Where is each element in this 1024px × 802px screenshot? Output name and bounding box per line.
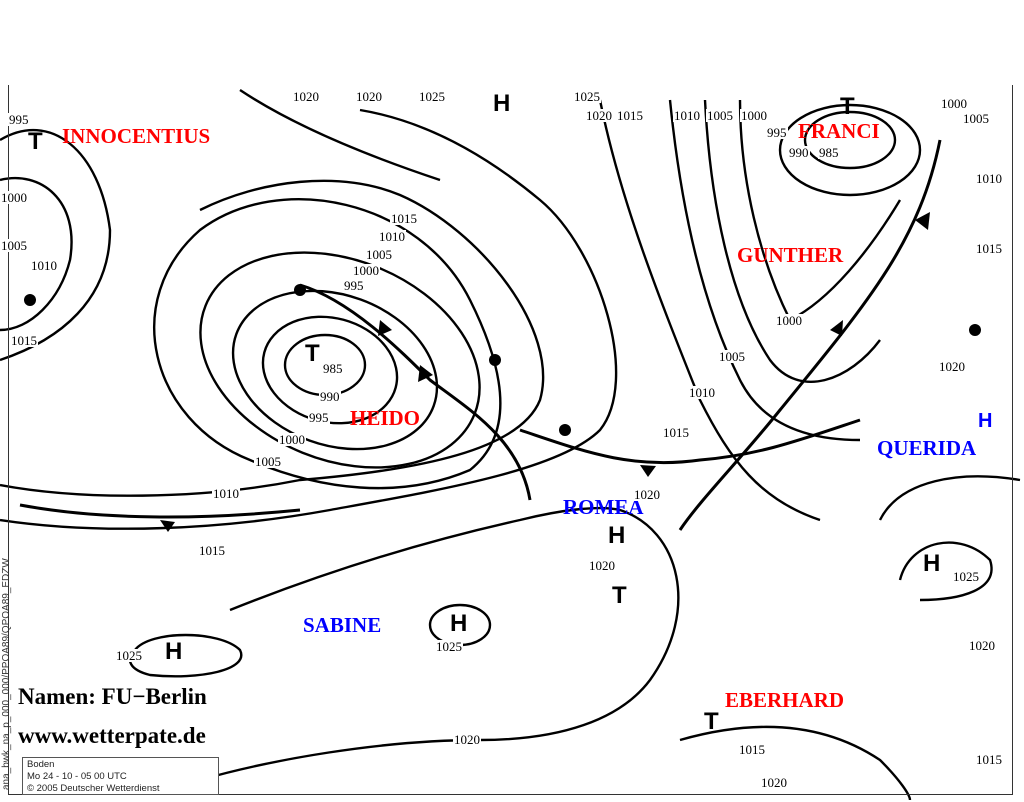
isobar-1020b [199, 506, 680, 782]
credit-site[interactable]: www.wetterpate.de [18, 723, 206, 748]
system-name-romea: ROMEA [563, 495, 644, 519]
isobar-label: 1010 [378, 229, 406, 244]
credit-names: Namen: FU−Berlin [18, 684, 207, 709]
front-occluded [519, 418, 861, 465]
isobar-1020-east [878, 475, 1021, 521]
low-marker: T [28, 128, 43, 155]
isobar-label: 1010 [30, 258, 58, 273]
cold-front-gunther [678, 139, 942, 531]
system-name-querida: QUERIDA [877, 436, 977, 460]
isobar-label: 1015 [10, 333, 38, 348]
legend-datetime: Mo 24 - 10 - 05 00 UTC [27, 771, 127, 782]
isobar-label: 1005 [718, 349, 746, 364]
isobar-label: 1015 [975, 241, 1003, 256]
isobar-label: 1010 [212, 486, 240, 501]
isobar-label: 995 [8, 112, 30, 127]
isobar-label: 1000 [0, 190, 28, 205]
isobar-label: 1020 [585, 108, 613, 123]
isobar-1015-se [679, 725, 912, 801]
isobar-label: 995 [343, 278, 365, 293]
isobar-label: 985 [818, 145, 840, 160]
isobar-west2 [0, 128, 112, 362]
system-name-franci: FRANCI [798, 119, 880, 143]
system-name-innocentius: INNOCENTIUS [62, 124, 211, 148]
high-marker: H [978, 410, 993, 432]
isobar-label: 1010 [673, 108, 701, 123]
isobar-995 [231, 289, 439, 451]
legend-level: Boden [27, 759, 55, 770]
cold-front-west [19, 503, 301, 519]
isobar-label: 1000 [740, 108, 768, 123]
isobar-label: 1000 [278, 432, 306, 447]
isobar-label: 1015 [738, 742, 766, 757]
isobar-label: 1025 [115, 648, 143, 663]
isobar-1025 [128, 633, 243, 678]
isobar-label: 1015 [616, 108, 644, 123]
isobar-995-east [778, 103, 922, 197]
isobar-label: 1015 [662, 425, 690, 440]
map-frame [8, 85, 1013, 795]
high-marker: H [450, 610, 468, 637]
isobar-west [0, 176, 73, 332]
isobar-label: 1015 [975, 752, 1003, 767]
fronts [19, 139, 942, 531]
isobar-label: 1000 [940, 96, 968, 111]
isobar-label: 1005 [962, 111, 990, 126]
isobar-label: 1005 [254, 454, 282, 469]
high-marker: H [608, 522, 626, 549]
isobar-label: 1005 [706, 108, 734, 123]
low-marker: T [704, 708, 719, 735]
isobar-label: 1020 [968, 638, 996, 653]
isobar-1025-east [898, 541, 993, 602]
system-name-gunther: GUNTHER [737, 243, 844, 267]
isobar-label: 990 [319, 389, 341, 404]
isobar-label: 1015 [390, 211, 418, 226]
low-marker: T [840, 93, 855, 120]
isobar-label: 990 [788, 145, 810, 160]
cold-front-heido [299, 283, 532, 501]
low-marker: T [305, 340, 320, 367]
map-legend: Boden Mo 24 - 10 - 05 00 UTC © 2005 Deut… [22, 757, 219, 795]
isobar-1015-east [598, 99, 821, 522]
isobar-1020a [239, 89, 441, 182]
system-name-sabine: SABINE [303, 613, 382, 637]
isobar-label: 1015 [198, 543, 226, 558]
isobar-label: 1020 [633, 487, 661, 502]
isobar-label: 1020 [938, 359, 966, 374]
isobar-label: 1020 [292, 89, 320, 104]
isobar-1005-east [703, 99, 881, 383]
isobar-label: 1020 [355, 89, 383, 104]
high-marker: H [493, 90, 511, 117]
system-name-heido: HEIDO [350, 406, 421, 430]
front-symbols [24, 212, 981, 532]
isobar-label: 1025 [435, 639, 463, 654]
isobar-1015 [0, 108, 618, 530]
isobar-label: 985 [322, 361, 344, 376]
isobar-990-east [803, 110, 897, 170]
product-id-label: ana_bwk_na_p_000_000/PPOA89/QPOA89_EDZW [1, 558, 12, 790]
isobar-label: 1005 [365, 247, 393, 262]
isobar-label: 995 [766, 125, 788, 140]
isobar-1005 [153, 198, 502, 490]
isobar-label: 1020 [588, 558, 616, 573]
isobar-label: 1025 [418, 89, 446, 104]
isobar-label: 1010 [688, 385, 716, 400]
isobar-label: 1025 [573, 89, 601, 104]
isobar-label: 995 [308, 410, 330, 425]
isobar-label: 1000 [352, 263, 380, 278]
high-marker: H [923, 550, 941, 577]
isobar-label: 1020 [453, 732, 481, 747]
isobar-label: 1000 [775, 313, 803, 328]
high-marker: H [165, 638, 183, 665]
isobar-1010 [0, 179, 545, 497]
system-name-eberhard: EBERHARD [725, 688, 845, 712]
isobar-label: 1005 [0, 238, 28, 253]
legend-copyright: © 2005 Deutscher Wetterdienst [27, 783, 160, 794]
low-marker: T [612, 582, 627, 609]
isobar-label: 1020 [760, 775, 788, 790]
isobar-label: 1010 [975, 171, 1003, 186]
isobar-label: 1025 [952, 569, 980, 584]
